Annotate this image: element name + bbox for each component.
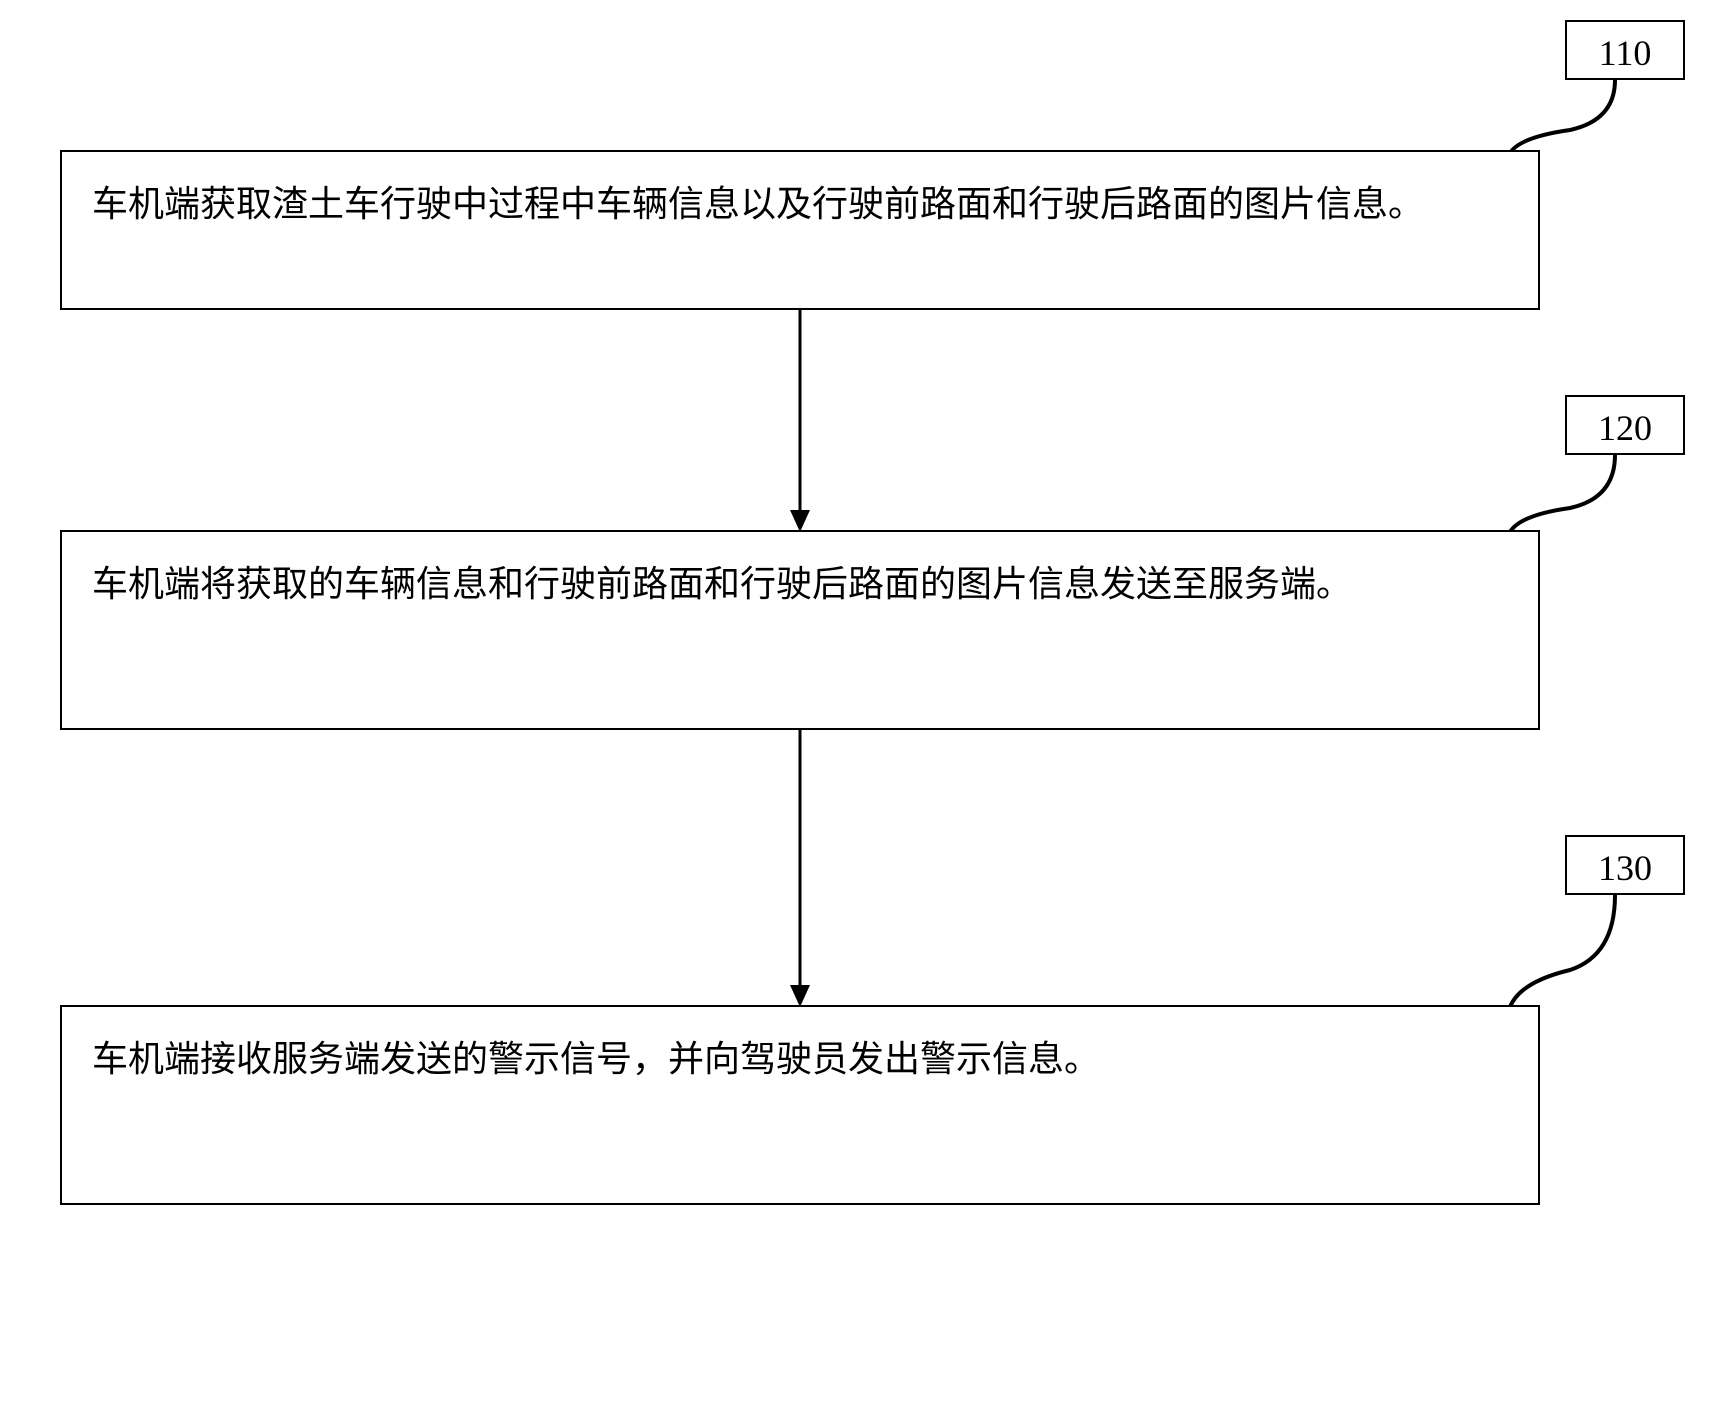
label-110-text: 110 <box>1599 33 1652 73</box>
step-label-120: 120 <box>1565 395 1685 455</box>
flowchart-container: 110 车机端获取渣土车行驶中过程中车辆信息以及行驶前路面和行驶后路面的图片信息… <box>0 0 1727 1415</box>
step-1-text: 车机端获取渣土车行驶中过程中车辆信息以及行驶前路面和行驶后路面的图片信息。 <box>92 184 1424 224</box>
label-130-text: 130 <box>1598 848 1652 888</box>
connector-130 <box>1490 890 1630 1010</box>
connector-120 <box>1490 450 1630 535</box>
arrow-1-to-2 <box>785 310 815 535</box>
arrow-2-to-3 <box>785 730 815 1010</box>
step-label-130: 130 <box>1565 835 1685 895</box>
step-label-110: 110 <box>1565 20 1685 80</box>
step-2-text: 车机端将获取的车辆信息和行驶前路面和行驶后路面的图片信息发送至服务端。 <box>92 564 1352 604</box>
step-3-text: 车机端接收服务端发送的警示信号，并向驾驶员发出警示信息。 <box>92 1039 1100 1079</box>
connector-110 <box>1490 75 1630 155</box>
step-box-1: 车机端获取渣土车行驶中过程中车辆信息以及行驶前路面和行驶后路面的图片信息。 <box>60 150 1540 310</box>
step-box-2: 车机端将获取的车辆信息和行驶前路面和行驶后路面的图片信息发送至服务端。 <box>60 530 1540 730</box>
label-120-text: 120 <box>1598 408 1652 448</box>
step-box-3: 车机端接收服务端发送的警示信号，并向驾驶员发出警示信息。 <box>60 1005 1540 1205</box>
